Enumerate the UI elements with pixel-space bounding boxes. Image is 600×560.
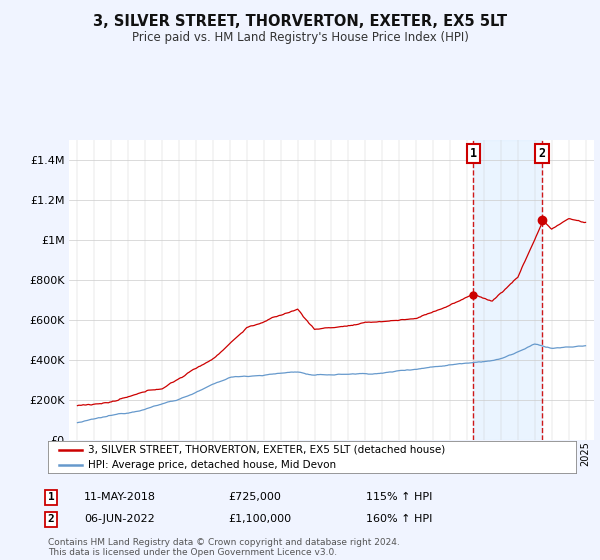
Text: HPI: Average price, detached house, Mid Devon: HPI: Average price, detached house, Mid … [88,460,336,470]
Text: 3, SILVER STREET, THORVERTON, EXETER, EX5 5LT (detached house): 3, SILVER STREET, THORVERTON, EXETER, EX… [88,445,445,455]
Text: 115% ↑ HPI: 115% ↑ HPI [366,492,433,502]
Text: Price paid vs. HM Land Registry's House Price Index (HPI): Price paid vs. HM Land Registry's House … [131,31,469,44]
Text: 2: 2 [47,514,55,524]
Text: Contains HM Land Registry data © Crown copyright and database right 2024.
This d: Contains HM Land Registry data © Crown c… [48,538,400,557]
Text: £725,000: £725,000 [228,492,281,502]
Text: 06-JUN-2022: 06-JUN-2022 [84,514,155,524]
Text: 3, SILVER STREET, THORVERTON, EXETER, EX5 5LT: 3, SILVER STREET, THORVERTON, EXETER, EX… [93,14,507,29]
Text: 1: 1 [47,492,55,502]
Text: 1: 1 [470,147,477,160]
Text: 160% ↑ HPI: 160% ↑ HPI [366,514,433,524]
Text: 11-MAY-2018: 11-MAY-2018 [84,492,156,502]
Text: 2: 2 [538,147,545,160]
Bar [473,140,542,440]
Text: £1,100,000: £1,100,000 [228,514,291,524]
